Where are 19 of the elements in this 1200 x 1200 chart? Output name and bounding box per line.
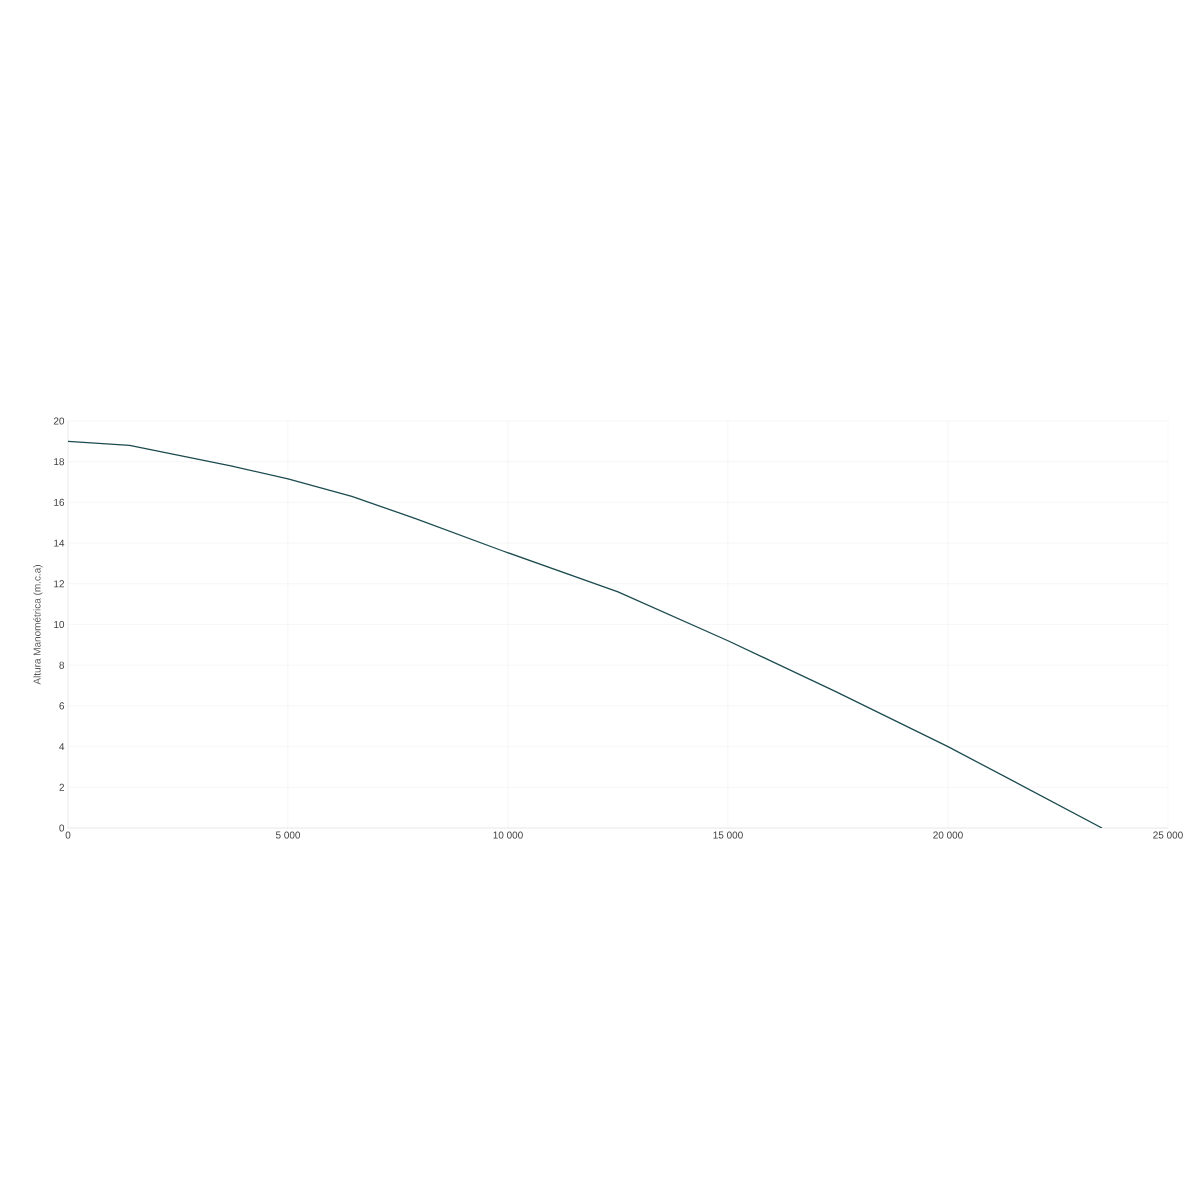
y-tick-label: 4	[59, 743, 65, 751]
y-tick-label: 18	[54, 458, 65, 466]
y-tick-label: 12	[54, 580, 64, 588]
y-tick-label: 20	[53, 417, 65, 425]
x-tick-label: 15 000	[713, 831, 743, 839]
x-tick-label: 5 000	[275, 831, 301, 839]
y-tick-label: 2	[59, 783, 64, 791]
y-tick-label: 16	[54, 498, 65, 506]
y-tick-label: 14	[54, 539, 65, 547]
y-tick-label: 0	[59, 824, 65, 832]
x-tick-label: 0	[65, 831, 71, 839]
x-tick-label: 25 000	[1153, 831, 1183, 839]
y-tick-label: 10	[54, 620, 65, 629]
line-series	[68, 440, 1103, 828]
y-tick-label: 8	[59, 661, 65, 669]
x-tick-label: 10 000	[493, 831, 523, 839]
y-tick-label: 6	[59, 702, 65, 710]
x-tick-label: 20 000	[933, 831, 963, 839]
y-axis-title: Altura Manométrica (m.c.a)	[33, 565, 43, 685]
